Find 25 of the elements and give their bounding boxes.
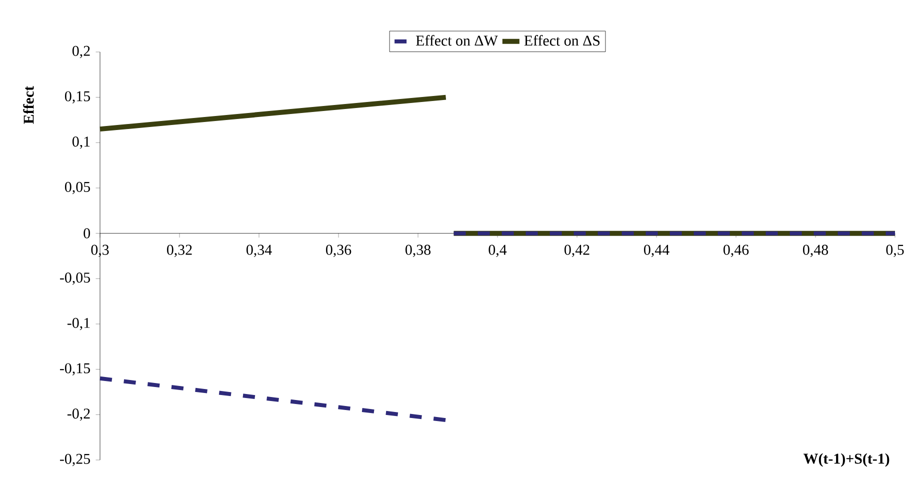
y-tick-label: 0,15 <box>64 91 90 104</box>
y-tick-label: -0,25 <box>60 454 90 466</box>
x-tick-label: 0,3 <box>91 244 109 257</box>
x-tick-label: 0,4 <box>488 244 507 257</box>
x-tick-label: 0,48 <box>802 244 828 257</box>
x-axis-title: W(t-1)+S(t-1) <box>804 453 890 467</box>
x-tick-label: 0,34 <box>246 244 272 257</box>
y-tick-label: 0,2 <box>72 46 90 58</box>
y-axis-title: Effect <box>23 86 34 124</box>
y-tick-label: -0,2 <box>67 408 90 421</box>
x-tick-label: 0,5 <box>886 244 904 257</box>
x-tick-label: 0,44 <box>644 244 670 257</box>
y-tick-label: -0,15 <box>60 363 90 376</box>
y-tick-label: 0,1 <box>72 136 90 149</box>
x-tick-label: 0,32 <box>166 244 192 257</box>
legend-label: Effect on ΔS <box>524 35 600 46</box>
y-tick-label: -0,1 <box>67 318 90 330</box>
legend-label: Effect on ΔW <box>416 35 498 46</box>
x-tick-label: 0,36 <box>326 244 352 257</box>
x-tick-label: 0,46 <box>723 244 749 257</box>
y-tick-label: -0,05 <box>60 272 90 285</box>
x-tick-label: 0,42 <box>564 244 590 257</box>
x-tick-label: 0,38 <box>405 244 431 257</box>
y-tick-label: 0,05 <box>64 182 90 194</box>
y-tick-label: 0 <box>84 228 90 238</box>
